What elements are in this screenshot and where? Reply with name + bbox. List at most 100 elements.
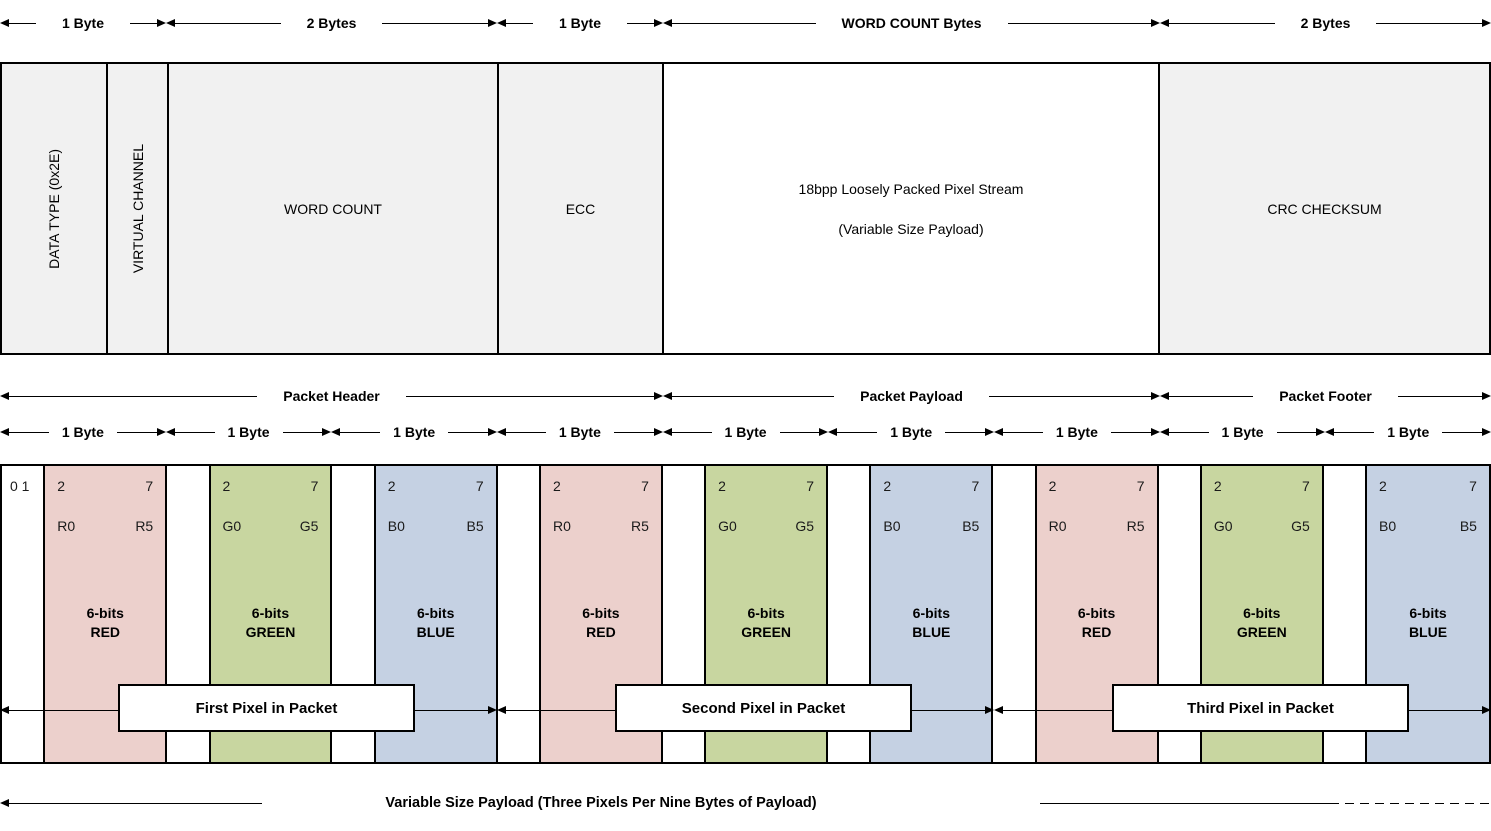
byte-size-label: 1 Byte — [558, 424, 601, 440]
arrow-line — [9, 395, 258, 397]
arrow-line — [671, 431, 712, 433]
color-name-label: RED — [90, 624, 121, 640]
arrow-line — [506, 22, 533, 24]
component-range: G0 G5 — [1202, 518, 1322, 534]
bit-lo: 2 — [552, 478, 561, 494]
arrowhead-left-icon — [497, 19, 506, 27]
arrow-line — [9, 431, 49, 433]
unused-bits-gap — [498, 466, 539, 762]
comp-hi: R5 — [1126, 518, 1145, 534]
footer-line-right — [1040, 803, 1330, 804]
footer-arrow-left — [0, 796, 262, 810]
size-label: 1 Byte — [61, 15, 105, 31]
arrow-line — [1276, 431, 1317, 433]
cell-data-type: DATA TYPE (0x2E) — [2, 64, 106, 353]
arrowhead-right-icon — [156, 428, 166, 436]
data-type-label: DATA TYPE (0x2E) — [46, 148, 62, 269]
section-arrow-packet-header: Packet Header — [0, 389, 664, 403]
arrow-line — [448, 431, 489, 433]
arrowhead-right-icon — [985, 706, 994, 714]
component-name: 6-bits RED — [1037, 604, 1157, 642]
arrowhead-right-icon — [488, 19, 497, 27]
byte-size-label: 1 Byte — [227, 424, 270, 440]
byte-arrow-9: 1 Byte — [1325, 425, 1491, 439]
byte-size-label: 1 Byte — [1055, 424, 1098, 440]
arrow-line — [1169, 22, 1275, 24]
bits-count-label: 6-bits — [1077, 605, 1116, 621]
third-pixel-label-box: Third Pixel in Packet — [1112, 684, 1409, 732]
comp-hi: R5 — [630, 518, 649, 534]
arrowhead-right-icon — [322, 428, 332, 436]
arrowhead-left-icon — [331, 428, 341, 436]
arrowhead-left-icon — [0, 19, 9, 27]
arrow-line — [405, 395, 655, 397]
arrowhead-right-icon — [1482, 392, 1491, 400]
bits-count-label: 6-bits — [1243, 605, 1281, 621]
arrowhead-right-icon — [1150, 428, 1160, 436]
bit-hi: 7 — [1301, 478, 1310, 494]
bit-hi: 7 — [971, 478, 980, 494]
bits-count-label: 6-bits — [912, 605, 951, 621]
bit-lo: 2 — [883, 478, 892, 494]
bit-lo: 2 — [1379, 478, 1387, 494]
arrowhead-right-icon — [1151, 392, 1161, 400]
arrowhead-left-icon — [1325, 428, 1335, 436]
arrow-line — [1397, 395, 1482, 397]
bits-count-label: 6-bits — [417, 605, 455, 621]
bit-lo: 2 — [1213, 478, 1222, 494]
arrow-line — [175, 22, 281, 24]
unused-bits-gap: 0 1 — [2, 466, 43, 762]
arrowhead-left-icon — [0, 428, 9, 436]
comp-hi: B5 — [466, 518, 484, 534]
component-name: 6-bits RED — [541, 604, 661, 642]
arrow-line — [506, 431, 546, 433]
comp-hi: R5 — [135, 518, 154, 534]
arrow-line — [340, 431, 381, 433]
lead-bits-label: 0 1 — [10, 478, 30, 494]
cell-crc-checksum: CRC CHECKSUM — [1158, 64, 1489, 353]
arrowhead-right-icon — [488, 428, 498, 436]
bit-hi: 7 — [145, 478, 154, 494]
bit-hi: 7 — [806, 478, 815, 494]
comp-hi: G5 — [1291, 518, 1310, 534]
size-arrow-payload: WORD COUNT Bytes — [663, 16, 1161, 30]
byte-arrow-6: 1 Byte — [828, 425, 995, 439]
comp-hi: B5 — [962, 518, 980, 534]
component-name: 6-bits RED — [45, 604, 165, 642]
color-name-label: GREEN — [245, 624, 296, 640]
component-range: B0 B5 — [871, 518, 991, 534]
comp-lo: B0 — [387, 518, 405, 534]
component-name: 6-bits BLUE — [376, 604, 496, 642]
arrowhead-left-icon — [0, 392, 9, 400]
component-name: 6-bits GREEN — [706, 604, 826, 642]
size-arrow-crc: 2 Bytes — [1160, 16, 1491, 30]
arrowhead-right-icon — [819, 428, 829, 436]
arrow-line — [130, 22, 157, 24]
byte-arrow-3: 1 Byte — [331, 425, 498, 439]
component-name: 6-bits GREEN — [1202, 604, 1322, 642]
arrowhead-right-icon — [1316, 428, 1326, 436]
color-name-label: BLUE — [416, 624, 455, 640]
bit-hi: 7 — [310, 478, 319, 494]
arrowhead-left-icon — [663, 392, 672, 400]
arrowhead-left-icon — [165, 428, 175, 436]
color-name-label: BLUE — [1408, 624, 1448, 640]
ecc-label: ECC — [565, 200, 596, 217]
bit-lo: 2 — [222, 478, 231, 494]
bits-count-label: 6-bits — [86, 605, 124, 621]
comp-lo: R0 — [552, 518, 571, 534]
arrowhead-left-icon — [1160, 392, 1169, 400]
byte-size-label: 1 Byte — [724, 424, 767, 440]
color-name-label: GREEN — [741, 624, 792, 640]
arrow-line — [1007, 22, 1152, 24]
arrow-line — [1169, 395, 1254, 397]
arrowhead-left-icon — [1159, 428, 1169, 436]
arrowhead-left-icon — [1160, 19, 1169, 27]
payload-title-label: 18bpp Loosely Packed Pixel Stream — [798, 180, 1024, 197]
arrow-line — [988, 395, 1152, 397]
bit-hi: 7 — [1469, 478, 1477, 494]
cell-word-count: WORD COUNT — [167, 64, 497, 353]
arrowhead-right-icon — [1151, 19, 1161, 27]
